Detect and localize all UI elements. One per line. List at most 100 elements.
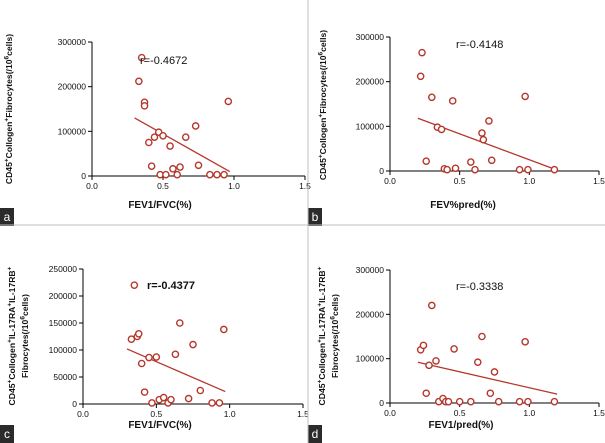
data-point [215,399,224,407]
y-tick-label: 100000 [356,121,385,131]
data-point [550,397,559,406]
ylabel-superscript: + [317,339,324,343]
y-tick-label: 100000 [356,354,385,364]
data-point [140,102,149,110]
y-tick-label: 200000 [49,291,78,301]
correlation-annotation: r=-0.3338 [456,281,503,293]
x-tick-label: 0.5 [150,409,162,419]
y-axis-label-line1: CD45+Collogen+IL-17RA+IL-17RB+ [317,266,328,405]
y-axis-label: CD45+Collogen+Fibrocytes(/106cells) [4,34,15,184]
y-tick-label: 50000 [53,372,77,382]
correlation-annotation: r=-0.4377 [147,280,195,292]
correlation-annotation: r=-0.4672 [140,55,187,67]
data-point [422,389,431,398]
data-point [425,361,433,370]
data-point [524,165,532,174]
data-point [467,397,475,406]
ylabel-text: cells) [330,294,340,316]
ylabel-text: cells) [20,294,30,316]
data-point [176,163,184,171]
ylabel-superscript: + [318,114,325,118]
y-tick-label: 200000 [58,82,87,92]
data-point [162,170,170,179]
data-point [173,170,181,179]
panel-label-box [308,425,322,443]
x-tick-label: 1.0 [228,181,240,191]
x-axis-label: FEV%pred(%) [430,200,496,211]
y-tick-label: 0 [72,399,77,409]
ylabel-text: IL-17RA [317,307,327,339]
y-tick-label: 0 [379,166,384,176]
ylabel-text: CD45 [4,162,14,184]
x-tick-label: 0.5 [157,181,169,191]
trend-line [126,348,226,393]
y-tick-label: 200000 [356,309,385,319]
trend-line [134,117,231,173]
data-point [181,133,190,141]
data-point [473,358,482,367]
ylabel-text: CD45 [318,158,328,180]
data-point [478,332,486,341]
ylabel-superscript: 6 [4,55,11,59]
ylabel-superscript: + [7,379,14,383]
y-tick-label: 250000 [49,264,78,274]
data-point [521,338,529,346]
ylabel-superscript: + [317,266,324,270]
data-point [521,92,529,101]
data-point [175,319,184,327]
ylabel-superscript: + [317,379,324,383]
ylabel-text: Fibrocytes(/10 [4,59,14,117]
ylabel-text: cells) [4,34,14,56]
ylabel-text: Fibrocytes(/10 [318,55,328,113]
data-point [213,170,221,179]
data-point [450,345,458,353]
ylabel-text: Fibrocytes(/10 [20,319,30,377]
data-point [418,48,426,57]
data-point [479,135,488,144]
y-tick-label: 300000 [356,265,385,275]
data-point [486,389,495,398]
correlation-annotation: r=-0.4148 [456,39,503,51]
data-point [194,161,203,170]
x-tick-label: 1.5 [593,176,605,186]
data-point [191,122,200,130]
data-point [171,350,180,359]
x-tick-label: 0.0 [86,181,98,191]
ylabel-text: CD45 [317,383,327,405]
y-tick-label: 0 [379,398,384,408]
ylabel-superscript: 6 [318,51,325,55]
data-point [159,131,167,140]
chart-panel-b: 0 100000 200000 300000 0.0 0.5 1.0 1.5 r=-0.4148… [308,30,605,226]
y-tick-label: 100000 [58,126,87,136]
data-point [416,72,425,81]
chart-panel-d: 0 100000 200000 300000 0.0 0.5 1.0 1.5 r=-0.3338… [308,265,605,443]
ylabel-text: cells) [318,30,328,52]
data-point [148,399,156,407]
x-tick-label: 1.5 [593,408,605,418]
x-tick-label: 0.0 [384,176,396,186]
data-point [550,165,559,174]
data-point [208,399,216,407]
ylabel-superscript: 6 [20,316,27,320]
panel-label: c [4,427,10,441]
y-axis-label: CD45+Collogen+Fibrocytes(/106cells) [318,30,329,180]
y-tick-label: 100000 [49,345,78,355]
data-point [145,353,153,362]
x-axis-label: FEV1/FVC(%) [128,420,191,431]
data-point [224,97,233,106]
ylabel-superscript: + [7,303,14,307]
data-point [455,397,464,406]
ylabel-text: Collogen [7,343,17,380]
data-point [485,117,493,125]
data-point [137,53,146,62]
ylabel-superscript: 6 [330,316,337,320]
data-point [152,353,161,361]
y-tick-label: 150000 [49,318,78,328]
data-point [135,77,143,86]
panel-label-box [0,425,14,443]
ylabel-text: Collogen [4,122,14,159]
panel-label-box [0,208,14,226]
ylabel-text: IL-17RB [7,270,17,302]
x-tick-label: 1.5 [299,181,311,191]
